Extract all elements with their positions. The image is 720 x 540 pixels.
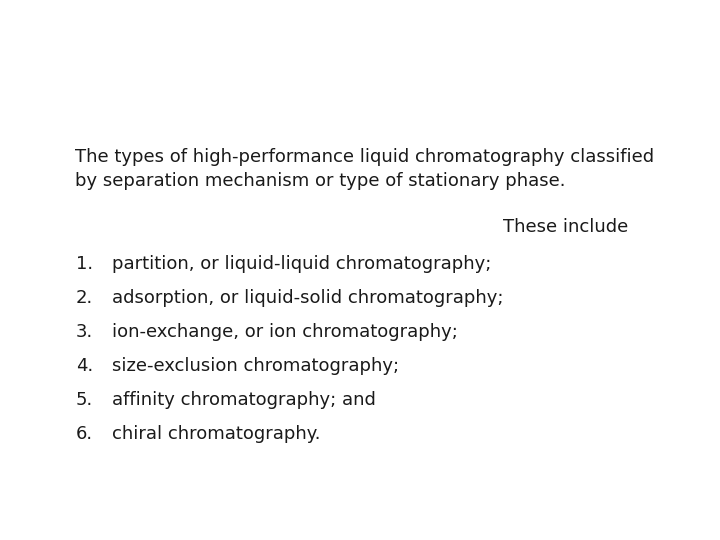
Text: 4.: 4. xyxy=(76,357,93,375)
Text: partition, or liquid-liquid chromatography;: partition, or liquid-liquid chromatograp… xyxy=(112,255,491,273)
Text: 1.: 1. xyxy=(76,255,93,273)
Text: These include: These include xyxy=(503,218,628,236)
Text: 5.: 5. xyxy=(76,391,93,409)
Text: The types of high-performance liquid chromatography classified: The types of high-performance liquid chr… xyxy=(75,148,654,166)
Text: adsorption, or liquid-solid chromatography;: adsorption, or liquid-solid chromatograp… xyxy=(112,289,503,307)
Text: chiral chromatography.: chiral chromatography. xyxy=(112,425,320,443)
Text: 6.: 6. xyxy=(76,425,93,443)
Text: 2.: 2. xyxy=(76,289,93,307)
Text: affinity chromatography; and: affinity chromatography; and xyxy=(112,391,376,409)
Text: by separation mechanism or type of stationary phase.: by separation mechanism or type of stati… xyxy=(75,172,565,190)
Text: 3.: 3. xyxy=(76,323,93,341)
Text: size-exclusion chromatography;: size-exclusion chromatography; xyxy=(112,357,399,375)
Text: ion-exchange, or ion chromatography;: ion-exchange, or ion chromatography; xyxy=(112,323,458,341)
